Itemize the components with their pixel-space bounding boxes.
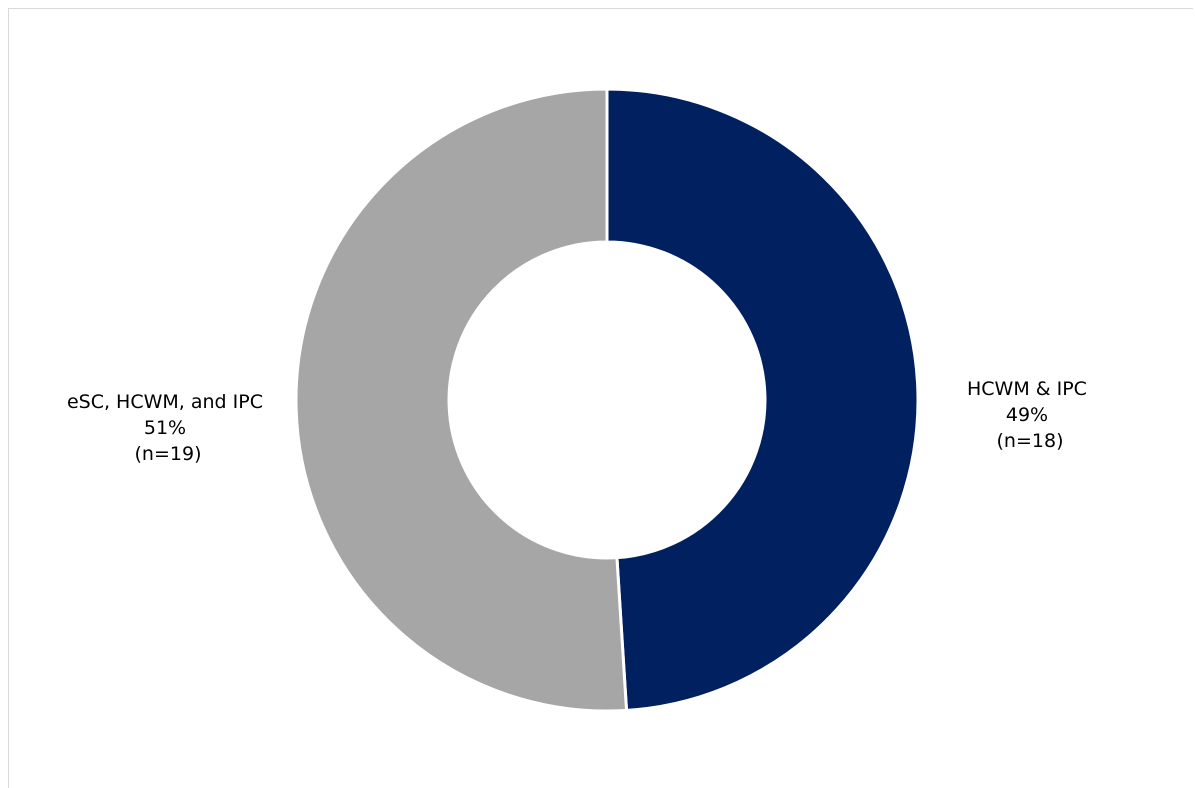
donut-slice-1	[294, 87, 629, 713]
slice-label-esc-hcwm-ipc-percent: 51%	[144, 417, 186, 439]
slice-label-hcwm-ipc-count: (n=18)	[997, 430, 1064, 452]
slice-label-hcwm-ipc: HCWM & IPC 49% (n=18)	[967, 378, 1093, 452]
slice-label-hcwm-ipc-percent: 49%	[1006, 404, 1048, 426]
donut-slice-0	[605, 87, 920, 712]
slice-label-esc-hcwm-ipc: eSC, HCWM, and IPC 51% (n=19)	[67, 391, 269, 465]
slice-label-hcwm-ipc-name: HCWM & IPC	[967, 378, 1087, 400]
donut-slices	[294, 87, 920, 713]
slice-label-esc-hcwm-ipc-name: eSC, HCWM, and IPC	[67, 391, 263, 413]
slice-label-esc-hcwm-ipc-count: (n=19)	[135, 443, 202, 465]
slice-labels: HCWM & IPC 49% (n=18) eSC, HCWM, and IPC…	[67, 378, 1093, 465]
